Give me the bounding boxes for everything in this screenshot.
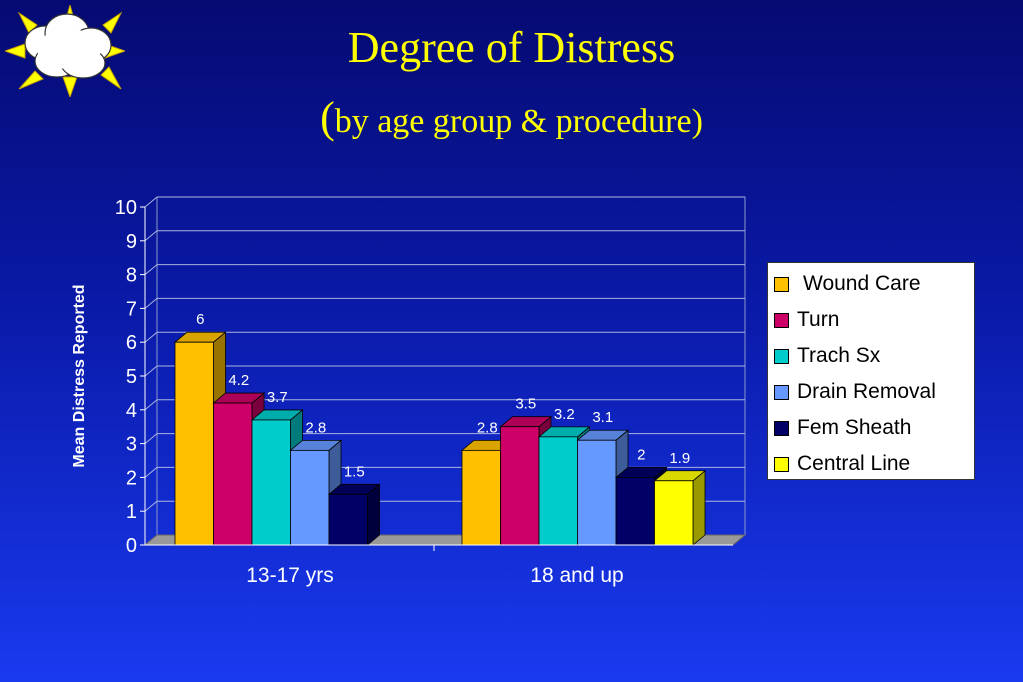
- bar: [290, 449, 330, 546]
- data-labels: 6 4.2 3.7 2.8 1.5 2.8 3.5 3.2 3.1 2 1.9: [196, 311, 690, 480]
- gridline: [144, 196, 745, 208]
- subtitle-paren: (: [320, 93, 335, 142]
- legend-swatch: [774, 348, 789, 364]
- y-tick-label: 9: [126, 231, 137, 253]
- data-label: 1.5: [344, 463, 365, 480]
- bar: [654, 480, 694, 546]
- data-label: 1.9: [669, 450, 690, 467]
- gridline: [144, 297, 745, 309]
- gridline: [144, 230, 745, 242]
- legend-swatch: [774, 384, 789, 400]
- data-label: 3.2: [554, 406, 575, 423]
- legend-item: Wound Care: [774, 272, 921, 296]
- legend-swatch: [774, 420, 789, 436]
- bar: [500, 426, 540, 546]
- y-tick-label: 2: [126, 467, 137, 489]
- y-tick-label: 4: [126, 400, 137, 422]
- bar-side: [367, 483, 380, 546]
- subtitle-text: by age group & procedure): [334, 103, 703, 140]
- bar: [577, 439, 617, 546]
- legend-item: Drain Removal: [774, 380, 936, 404]
- gridline: [144, 331, 745, 343]
- data-label: 3.1: [592, 409, 613, 426]
- bar: [461, 449, 501, 546]
- bar: [615, 476, 655, 546]
- x-tick-label: 18 and up: [530, 564, 623, 587]
- x-tick-label: 13-17 yrs: [246, 564, 334, 587]
- legend-item: Fem Sheath: [774, 416, 911, 440]
- bar: [174, 341, 214, 546]
- legend-label: Fem Sheath: [797, 416, 912, 439]
- legend-swatch: [774, 276, 789, 292]
- data-label: 3.5: [515, 396, 536, 413]
- chart-subtitle: (by age group & procedure): [0, 92, 1023, 143]
- chart-title: Degree of Distress: [347, 23, 676, 72]
- data-label: 2.8: [477, 419, 498, 436]
- data-label: 4.2: [228, 372, 249, 389]
- legend-label: Turn: [797, 308, 840, 331]
- gridline: [144, 399, 745, 411]
- y-axis-label: Mean Distress Reported: [71, 284, 88, 467]
- bars: [173, 331, 707, 546]
- bar-side: [692, 469, 706, 546]
- legend-label: Drain Removal: [797, 380, 936, 403]
- bar: [538, 436, 578, 546]
- legend-swatch: [774, 312, 789, 328]
- legend-label: Central Line: [797, 452, 911, 475]
- y-tick-label: 6: [126, 332, 137, 354]
- y-tick-label: 1: [126, 501, 137, 523]
- legend-label: Trach Sx: [797, 344, 881, 367]
- data-label: 6: [196, 311, 204, 328]
- gridline: [144, 264, 745, 275]
- data-label: 2: [637, 446, 645, 463]
- bar: [213, 402, 253, 546]
- y-tick-label: 5: [126, 366, 137, 388]
- sun-cloud-icon: [5, 5, 125, 97]
- y-tick-label: 7: [126, 298, 137, 320]
- legend: Wound Care Turn Trach Sx Drain Removal Fem S…: [767, 262, 975, 480]
- legend-swatch: [774, 456, 789, 472]
- y-tick-label: 0: [126, 535, 137, 557]
- axes: 0 1 2 3 4 5 6 7 8 9 10 Mean Distress Reported 13-17 …: [71, 197, 733, 587]
- y-tick-label: 3: [126, 434, 137, 456]
- legend-item: Central Line: [774, 452, 910, 476]
- legend-item: Trach Sx: [774, 344, 880, 368]
- gridline: [144, 365, 745, 377]
- legend-item: Turn: [774, 308, 839, 332]
- legend-label: Wound Care: [803, 272, 921, 295]
- data-label: 2.8: [305, 419, 326, 436]
- bar: [328, 493, 368, 546]
- y-tick-label: 8: [126, 265, 137, 287]
- bar: [251, 419, 291, 546]
- y-tick-label: 10: [115, 197, 137, 219]
- data-label: 3.7: [267, 389, 288, 406]
